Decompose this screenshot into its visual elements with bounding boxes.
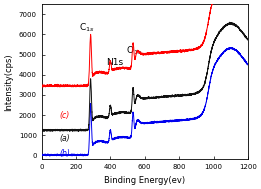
Text: N1s: N1s <box>106 58 123 67</box>
X-axis label: Binding Energy(ev): Binding Energy(ev) <box>104 176 185 185</box>
Text: (b): (b) <box>60 149 70 158</box>
Text: C$_{1s}$: C$_{1s}$ <box>79 21 95 34</box>
Y-axis label: Intensity(cps): Intensity(cps) <box>4 53 13 111</box>
Text: O$_{1s}$: O$_{1s}$ <box>126 45 142 57</box>
Text: (c): (c) <box>60 111 70 120</box>
Text: (a): (a) <box>60 134 70 143</box>
